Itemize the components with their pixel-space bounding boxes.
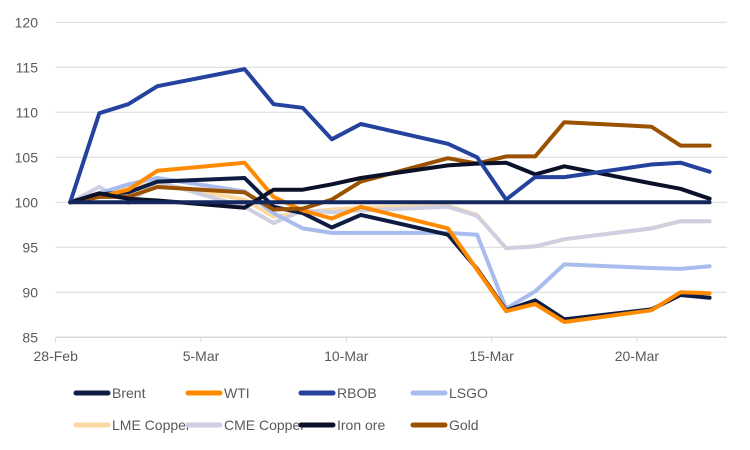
series-line-wti [68,160,712,324]
legend-item-rbob: RBOB [298,385,377,401]
y-tick-label: 105 [15,149,39,165]
legend-item-brent: Brent [73,385,146,401]
x-tick-label: 15-Mar [469,348,514,364]
x-tick-label: 10-Mar [324,348,369,364]
y-tick-label: 100 [15,194,39,210]
legend-item-wti: WTI [185,385,250,401]
legend: Brent WTI RBOB LSGO LME Copper CME Copper Iron… [73,385,488,433]
y-tick-label: 115 [16,59,39,75]
legend-label: Gold [449,417,479,433]
y-tick-label: 95 [22,239,38,255]
legend-label: Iron ore [337,417,385,433]
y-axis-ticks: 85 90 95 100 105 110 115 120 [15,14,39,345]
x-tick-label: 20-Mar [615,348,660,364]
legend-label: LME Copper [112,417,191,433]
legend-item-gold: Gold [410,417,479,433]
gridlines [55,21,727,293]
series-line-gold [68,120,712,212]
legend-item-cme-copper: CME Copper [185,417,305,433]
legend-label: WTI [224,385,250,401]
y-tick-label: 90 [22,284,38,300]
series-line-lsgo [68,176,712,311]
y-tick-label: 120 [15,14,39,30]
series-line-brent [68,176,712,322]
legend-label: RBOB [337,385,377,401]
series-line-rbob [68,67,712,205]
x-axis: 28-Feb 5-Mar 10-Mar 15-Mar 20-Mar [34,336,727,364]
legend-label: LSGO [449,385,488,401]
x-tick-label: 5-Mar [183,348,220,364]
legend-item-iron-ore: Iron ore [298,417,385,433]
y-tick-label: 110 [16,104,39,120]
legend-item-lme-copper: LME Copper [73,417,191,433]
x-tick-label: 28-Feb [34,348,79,364]
legend-item-lsgo: LSGO [410,385,488,401]
legend-label: CME Copper [224,417,305,433]
series-lines [68,67,712,324]
y-tick-label: 85 [22,329,38,345]
legend-label: Brent [112,385,146,401]
